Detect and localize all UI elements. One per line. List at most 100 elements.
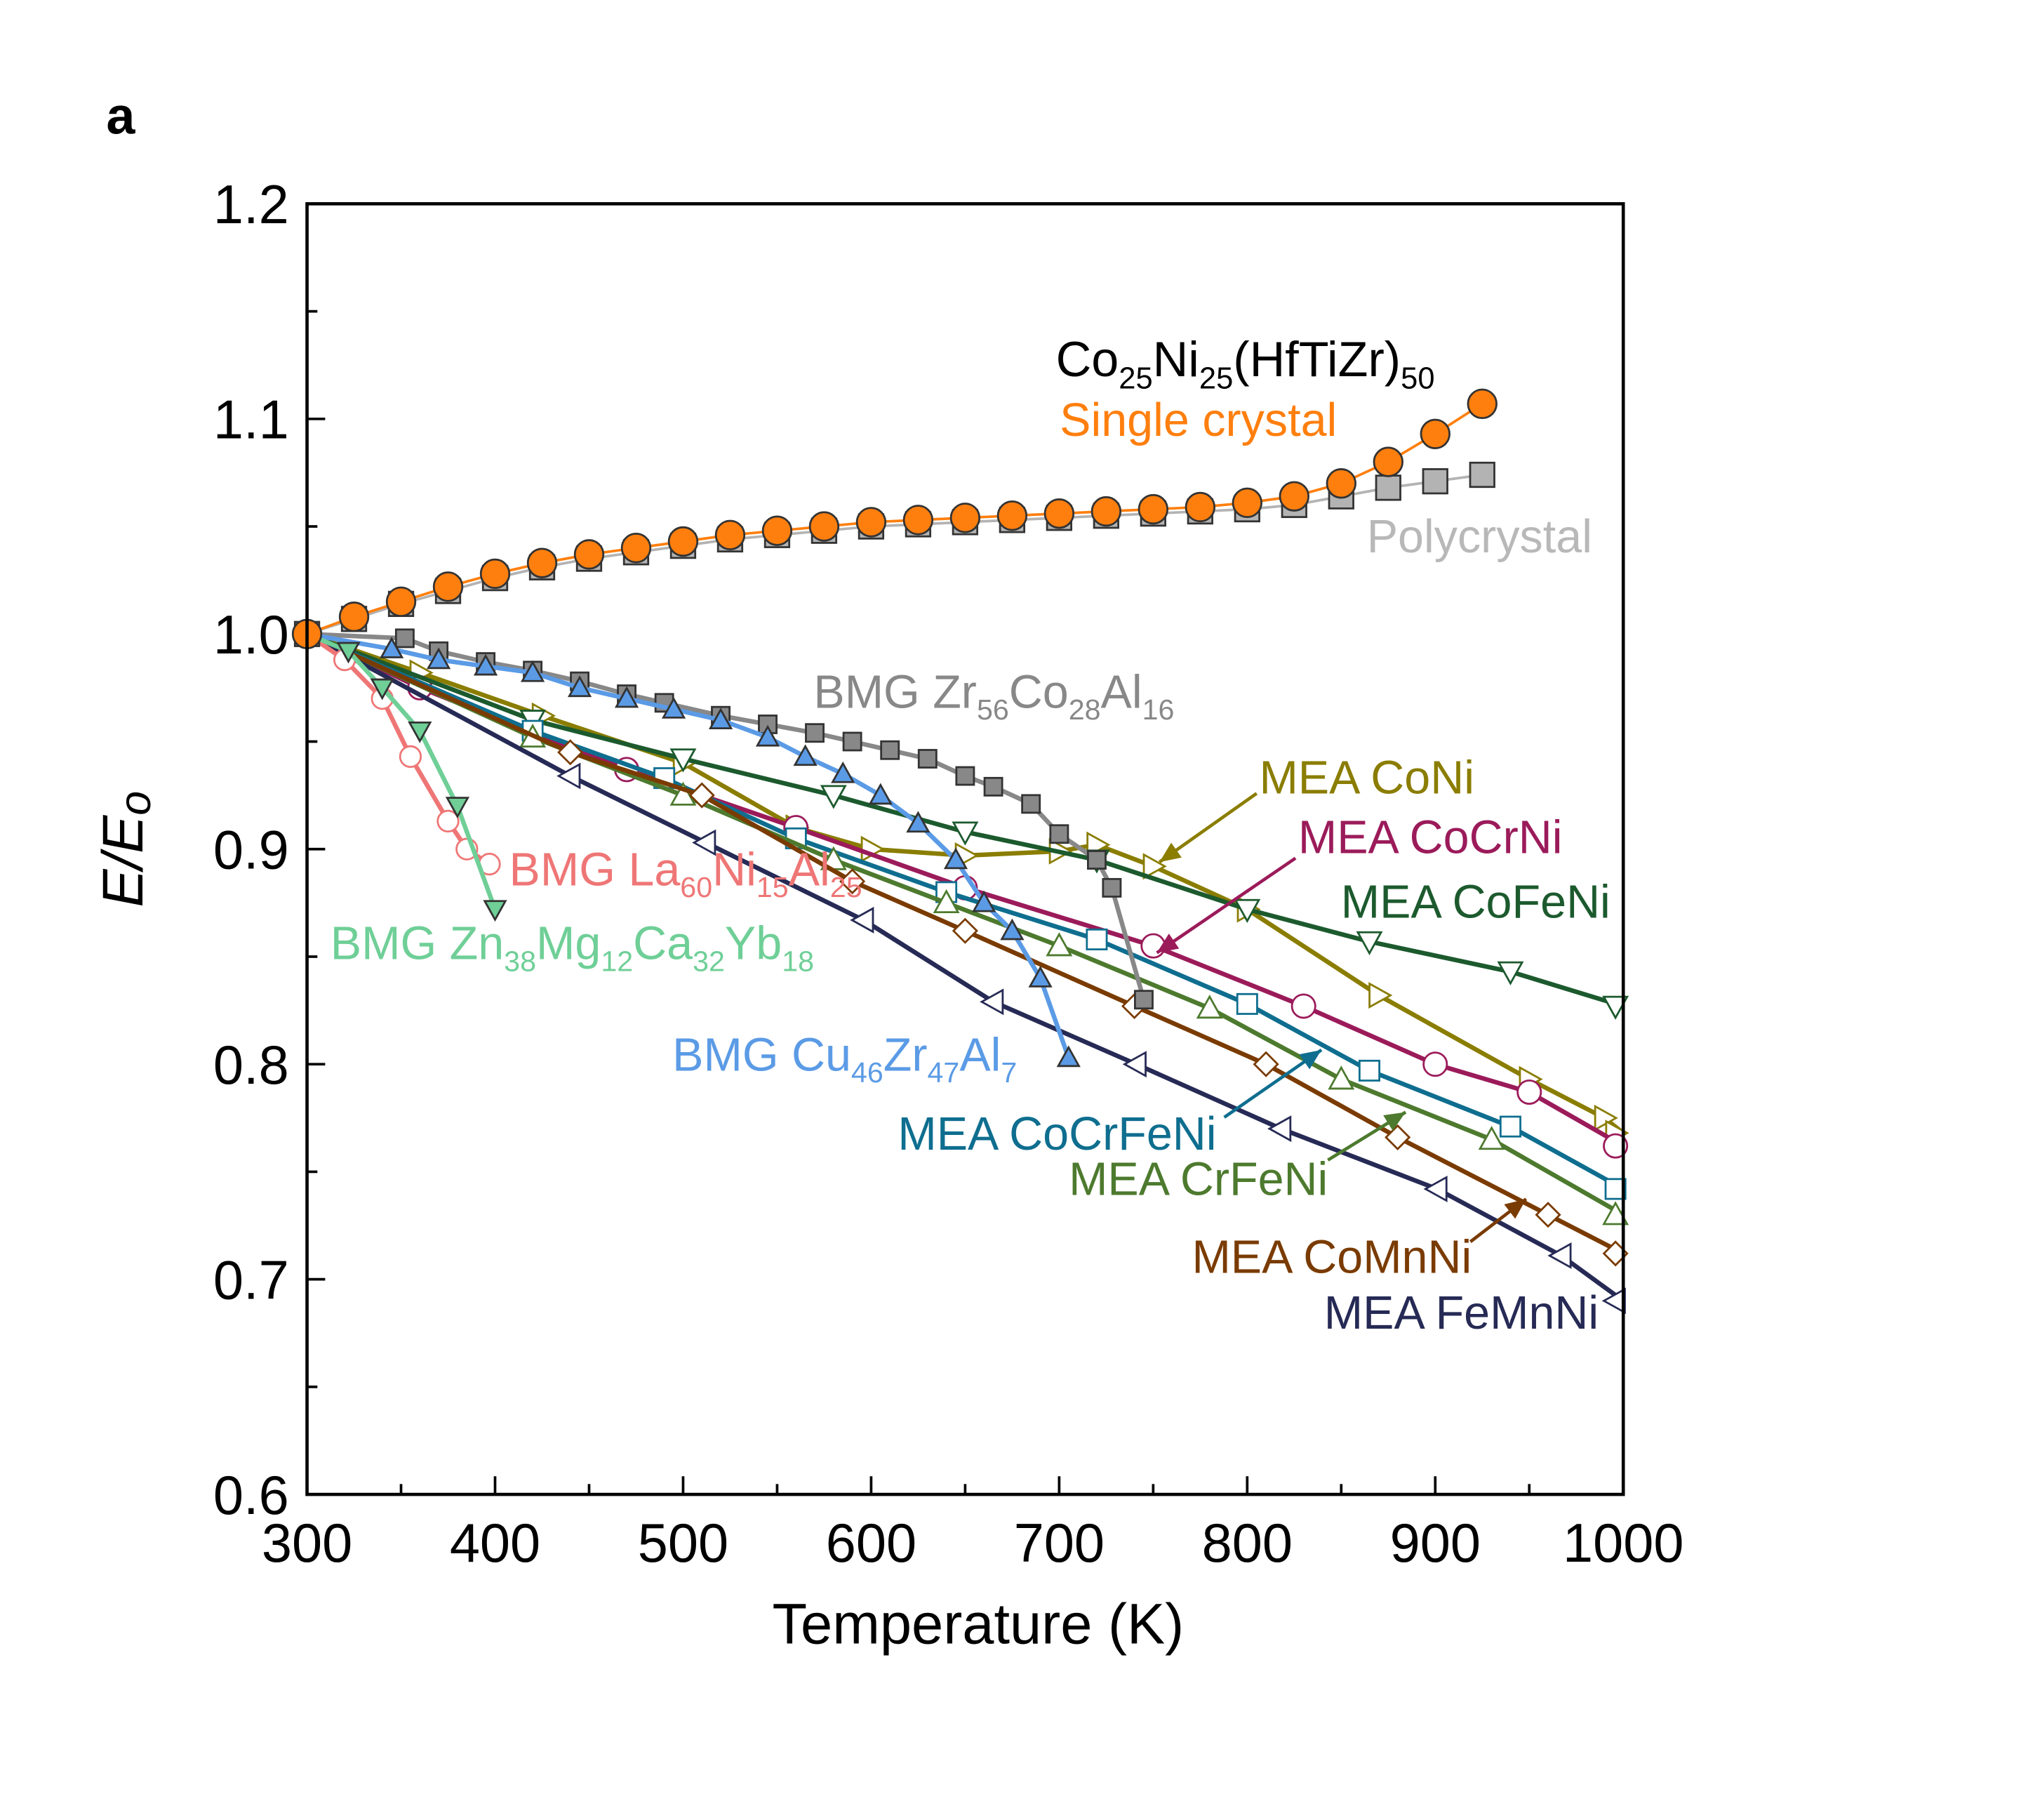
axis-ticks: 300 400 500 600 700 800 900 1000 0.6 0.7 0.8 0.9 1.0… [213,175,1684,1574]
data-point-square [1469,461,1495,489]
label-part: Co [1056,331,1119,387]
data-point-triangle-up [1602,1201,1629,1225]
data-point-triangle-left [1423,1175,1448,1202]
data-point-circle [902,505,934,536]
series-label-10: MEA CrFeNi [1069,1154,1328,1206]
data-point-triangle-left [850,906,874,934]
label-part: Al [789,844,830,896]
alloy-label: Co25Ni25(HfTiZr)50 [1056,331,1435,396]
label-subscript: 50 [1401,361,1434,395]
label-part: BMG Zn [331,918,504,970]
label-part: Al [959,1029,1001,1081]
data-point-square [842,731,862,752]
data-point-triangle-down [408,721,432,743]
label-part: Single crystal [1060,394,1337,446]
label-subscript: 38 [504,945,536,977]
data-point-square [1499,1115,1521,1138]
data-point-square [1102,877,1122,898]
label-subscript: 25 [1199,361,1233,395]
x-tick-label: 700 [1014,1513,1105,1574]
data-point-circle [526,547,558,578]
annotation-arrow [1156,856,1297,955]
series-label-6: MEA CoNi [1259,752,1474,804]
label-subscript: 46 [851,1056,883,1089]
data-point-triangle-up [831,761,855,783]
label-part: Ni [1153,331,1199,387]
data-point-square [1375,474,1401,501]
label-subscript: 25 [830,871,862,903]
series-line [306,632,1625,1191]
data-point-circle [1043,498,1075,529]
label-part: Ca [633,918,693,970]
series-label-0: Single crystal [1060,394,1337,446]
plot-frame [305,202,1625,1496]
panel-label: a [106,87,135,145]
data-point-square [1049,824,1069,844]
label-part: Mg [536,918,601,970]
x-tick-label: 300 [262,1513,352,1574]
data-point-triangle-up [933,889,960,914]
y-tick-label: 1.2 [213,175,289,235]
label-part: (HfTiZr) [1233,331,1401,387]
series-12 [306,632,1626,1315]
label-part: Co [1009,667,1069,719]
data-point-diamond [839,868,866,895]
data-point-circle [1290,993,1316,1019]
data-point-diamond [952,917,978,944]
data-point-circle [385,586,417,617]
data-point-diamond [557,739,584,766]
data-point-triangle-right [1368,982,1393,1009]
label-subscript: 60 [680,871,712,903]
data-point-diamond [1253,1051,1279,1077]
label-subscript: 56 [977,693,1009,726]
data-point-circle [436,809,460,833]
series-label-9: MEA CoCrFeNi [898,1108,1216,1160]
data-point-circle [399,745,422,769]
data-point-square [880,740,900,760]
data-point-square [1086,928,1108,950]
data-point-triangle-up [943,847,968,870]
data-point-circle [855,507,887,538]
data-point-triangle-down [952,821,979,846]
data-point-circle [432,571,464,602]
data-point-triangle-down [1602,995,1629,1020]
data-point-triangle-down [820,785,847,809]
x-tick-label: 1000 [1563,1513,1683,1574]
y-tick-label: 0.9 [213,820,289,880]
arrowhead-icon [1299,1049,1322,1070]
data-point-triangle-down [1234,898,1261,924]
label-subscript: 25 [1119,361,1152,395]
series-label-3: BMG Cu46Zr47Al7 [672,1029,1017,1089]
data-point-triangle-left [1267,1115,1292,1143]
data-point-triangle-up [669,781,697,806]
data-point-triangle-up [379,637,404,658]
data-point-square [1358,1059,1380,1082]
data-point-triangle-down [336,642,361,664]
data-point-triangle-up [426,647,451,670]
series-label-11: MEA CoMnNi [1192,1231,1472,1283]
label-part: MEA CoNi [1259,752,1474,804]
data-point-circle [479,558,511,590]
label-subscript: 7 [1001,1056,1017,1089]
arrowhead-icon [1159,842,1182,863]
label-part: BMG La [509,844,681,896]
label-subscript: 28 [1069,693,1101,726]
data-point-triangle-down [370,678,394,700]
data-point-triangle-up [755,724,780,747]
data-point-triangle-up [1000,918,1025,941]
data-point-triangle-up [1478,1125,1505,1150]
data-point-circle [996,500,1028,531]
data-point-circle [949,503,981,533]
label-part: Al [1101,667,1142,719]
data-point-square [394,628,415,649]
data-point-circle [573,539,605,570]
data-point-circle [1138,493,1169,525]
label-part: Yb [725,918,782,970]
series-line [306,632,1625,1303]
data-point-circle [1090,496,1122,527]
data-point-triangle-left [692,829,716,856]
data-point-diamond [1535,1202,1561,1228]
label-part: Ni [712,844,756,896]
